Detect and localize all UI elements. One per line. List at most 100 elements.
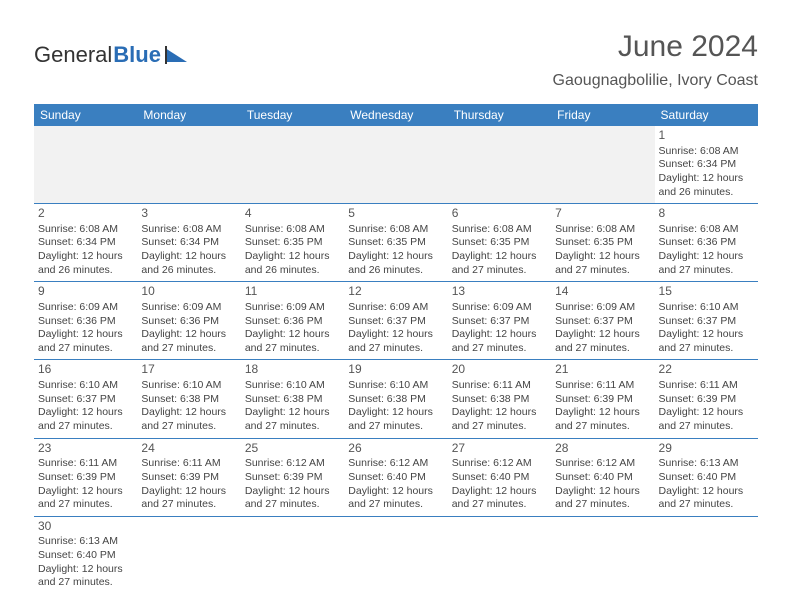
daylight-line: Daylight: 12 hours and 26 minutes. (245, 250, 340, 277)
sunrise-line: Sunrise: 6:11 AM (555, 379, 650, 393)
daylight-line: Daylight: 12 hours and 27 minutes. (245, 406, 340, 433)
sunrise-line: Sunrise: 6:08 AM (555, 223, 650, 237)
daylight-line: Daylight: 12 hours and 27 minutes. (141, 485, 236, 512)
col-thursday: Thursday (448, 104, 551, 126)
sunrise-line: Sunrise: 6:12 AM (452, 457, 547, 471)
calendar-row: 1Sunrise: 6:08 AMSunset: 6:34 PMDaylight… (34, 126, 758, 204)
daylight-line: Daylight: 12 hours and 27 minutes. (245, 485, 340, 512)
calendar-cell: 5Sunrise: 6:08 AMSunset: 6:35 PMDaylight… (344, 204, 447, 282)
day-number: 15 (659, 284, 754, 300)
daylight-line: Daylight: 12 hours and 27 minutes. (659, 250, 754, 277)
sunrise-line: Sunrise: 6:12 AM (348, 457, 443, 471)
daylight-line: Daylight: 12 hours and 27 minutes. (452, 485, 547, 512)
calendar-table: Sunday Monday Tuesday Wednesday Thursday… (34, 104, 758, 594)
daylight-line: Daylight: 12 hours and 27 minutes. (38, 485, 133, 512)
sunrise-line: Sunrise: 6:08 AM (141, 223, 236, 237)
calendar-cell: 18Sunrise: 6:10 AMSunset: 6:38 PMDayligh… (241, 360, 344, 438)
sunrise-line: Sunrise: 6:13 AM (659, 457, 754, 471)
sunrise-line: Sunrise: 6:10 AM (348, 379, 443, 393)
calendar-cell (448, 516, 551, 594)
calendar-row: 2Sunrise: 6:08 AMSunset: 6:34 PMDaylight… (34, 204, 758, 282)
calendar-cell (34, 126, 137, 204)
sunrise-line: Sunrise: 6:08 AM (659, 145, 754, 159)
calendar-cell: 4Sunrise: 6:08 AMSunset: 6:35 PMDaylight… (241, 204, 344, 282)
calendar-cell: 8Sunrise: 6:08 AMSunset: 6:36 PMDaylight… (655, 204, 758, 282)
daylight-line: Daylight: 12 hours and 27 minutes. (141, 406, 236, 433)
calendar-cell (551, 516, 654, 594)
sunset-line: Sunset: 6:34 PM (38, 236, 133, 250)
calendar-cell: 9Sunrise: 6:09 AMSunset: 6:36 PMDaylight… (34, 282, 137, 360)
daylight-line: Daylight: 12 hours and 27 minutes. (38, 406, 133, 433)
sunrise-line: Sunrise: 6:08 AM (245, 223, 340, 237)
page-title: June 2024 (618, 30, 758, 64)
sunrise-line: Sunrise: 6:08 AM (38, 223, 133, 237)
day-number: 24 (141, 441, 236, 457)
sunrise-line: Sunrise: 6:10 AM (245, 379, 340, 393)
calendar-row: 16Sunrise: 6:10 AMSunset: 6:37 PMDayligh… (34, 360, 758, 438)
sunset-line: Sunset: 6:37 PM (452, 315, 547, 329)
day-number: 19 (348, 362, 443, 378)
calendar-cell: 29Sunrise: 6:13 AMSunset: 6:40 PMDayligh… (655, 438, 758, 516)
daylight-line: Daylight: 12 hours and 27 minutes. (141, 328, 236, 355)
calendar-cell (241, 516, 344, 594)
sunset-line: Sunset: 6:38 PM (245, 393, 340, 407)
day-number: 23 (38, 441, 133, 457)
daylight-line: Daylight: 12 hours and 26 minutes. (348, 250, 443, 277)
daylight-line: Daylight: 12 hours and 26 minutes. (38, 250, 133, 277)
calendar-cell: 27Sunrise: 6:12 AMSunset: 6:40 PMDayligh… (448, 438, 551, 516)
sunrise-line: Sunrise: 6:11 AM (38, 457, 133, 471)
calendar-cell: 12Sunrise: 6:09 AMSunset: 6:37 PMDayligh… (344, 282, 447, 360)
calendar-cell: 13Sunrise: 6:09 AMSunset: 6:37 PMDayligh… (448, 282, 551, 360)
daylight-line: Daylight: 12 hours and 27 minutes. (348, 328, 443, 355)
sunset-line: Sunset: 6:36 PM (245, 315, 340, 329)
daylight-line: Daylight: 12 hours and 27 minutes. (659, 485, 754, 512)
calendar-cell (241, 126, 344, 204)
calendar-cell: 22Sunrise: 6:11 AMSunset: 6:39 PMDayligh… (655, 360, 758, 438)
sunset-line: Sunset: 6:37 PM (348, 315, 443, 329)
daylight-line: Daylight: 12 hours and 27 minutes. (659, 406, 754, 433)
daylight-line: Daylight: 12 hours and 26 minutes. (659, 172, 754, 199)
calendar-header-row: Sunday Monday Tuesday Wednesday Thursday… (34, 104, 758, 126)
day-number: 12 (348, 284, 443, 300)
calendar-cell (551, 126, 654, 204)
calendar-cell: 25Sunrise: 6:12 AMSunset: 6:39 PMDayligh… (241, 438, 344, 516)
calendar-cell: 10Sunrise: 6:09 AMSunset: 6:36 PMDayligh… (137, 282, 240, 360)
calendar-cell: 2Sunrise: 6:08 AMSunset: 6:34 PMDaylight… (34, 204, 137, 282)
day-number: 11 (245, 284, 340, 300)
day-number: 20 (452, 362, 547, 378)
sunset-line: Sunset: 6:36 PM (659, 236, 754, 250)
day-number: 13 (452, 284, 547, 300)
day-number: 6 (452, 206, 547, 222)
calendar-cell (344, 126, 447, 204)
calendar-cell (655, 516, 758, 594)
sunset-line: Sunset: 6:36 PM (141, 315, 236, 329)
calendar-body: 1Sunrise: 6:08 AMSunset: 6:34 PMDaylight… (34, 126, 758, 594)
sunset-line: Sunset: 6:40 PM (38, 549, 133, 563)
calendar-cell: 23Sunrise: 6:11 AMSunset: 6:39 PMDayligh… (34, 438, 137, 516)
sunrise-line: Sunrise: 6:08 AM (348, 223, 443, 237)
day-number: 9 (38, 284, 133, 300)
col-wednesday: Wednesday (344, 104, 447, 126)
calendar-cell: 28Sunrise: 6:12 AMSunset: 6:40 PMDayligh… (551, 438, 654, 516)
day-number: 8 (659, 206, 754, 222)
sunrise-line: Sunrise: 6:08 AM (452, 223, 547, 237)
sunset-line: Sunset: 6:38 PM (141, 393, 236, 407)
calendar-cell: 24Sunrise: 6:11 AMSunset: 6:39 PMDayligh… (137, 438, 240, 516)
calendar-cell: 14Sunrise: 6:09 AMSunset: 6:37 PMDayligh… (551, 282, 654, 360)
sunset-line: Sunset: 6:34 PM (659, 158, 754, 172)
daylight-line: Daylight: 12 hours and 27 minutes. (348, 406, 443, 433)
sunrise-line: Sunrise: 6:12 AM (555, 457, 650, 471)
day-number: 16 (38, 362, 133, 378)
day-number: 3 (141, 206, 236, 222)
sunset-line: Sunset: 6:36 PM (38, 315, 133, 329)
day-number: 5 (348, 206, 443, 222)
daylight-line: Daylight: 12 hours and 27 minutes. (245, 328, 340, 355)
sunset-line: Sunset: 6:39 PM (141, 471, 236, 485)
sunset-line: Sunset: 6:34 PM (141, 236, 236, 250)
sunset-line: Sunset: 6:35 PM (245, 236, 340, 250)
daylight-line: Daylight: 12 hours and 27 minutes. (555, 328, 650, 355)
daylight-line: Daylight: 12 hours and 27 minutes. (555, 406, 650, 433)
col-tuesday: Tuesday (241, 104, 344, 126)
calendar-cell: 17Sunrise: 6:10 AMSunset: 6:38 PMDayligh… (137, 360, 240, 438)
calendar-cell (448, 126, 551, 204)
